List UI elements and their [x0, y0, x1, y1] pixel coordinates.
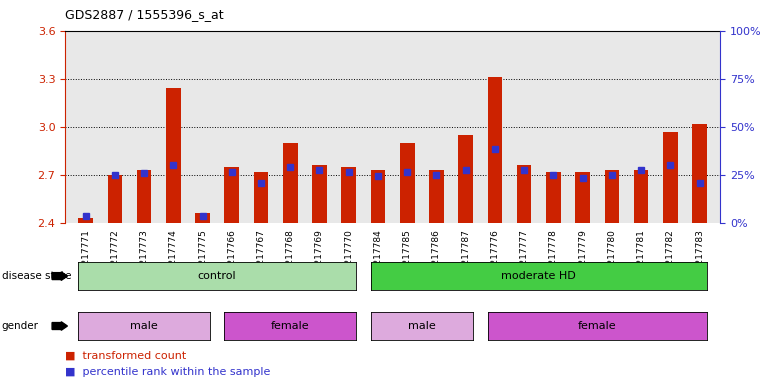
Text: ■  percentile rank within the sample: ■ percentile rank within the sample: [65, 367, 270, 377]
Bar: [575, 172, 590, 223]
Text: male: male: [408, 321, 436, 331]
Bar: [107, 175, 122, 223]
Bar: [692, 124, 707, 223]
Text: moderate HD: moderate HD: [502, 271, 576, 281]
Bar: [224, 167, 239, 223]
Bar: [371, 170, 385, 223]
Text: control: control: [198, 271, 237, 281]
Bar: [429, 170, 444, 223]
Bar: [488, 77, 502, 223]
Bar: [604, 170, 619, 223]
Bar: [137, 170, 152, 223]
Text: disease state: disease state: [2, 271, 71, 281]
Text: male: male: [130, 321, 158, 331]
Bar: [400, 143, 414, 223]
Text: ■  transformed count: ■ transformed count: [65, 350, 186, 360]
Bar: [546, 172, 561, 223]
Bar: [195, 213, 210, 223]
Bar: [633, 170, 648, 223]
Bar: [166, 88, 181, 223]
Bar: [342, 167, 356, 223]
Bar: [663, 131, 678, 223]
Bar: [458, 135, 473, 223]
Bar: [517, 165, 532, 223]
Text: gender: gender: [2, 321, 38, 331]
Bar: [313, 165, 327, 223]
Text: female: female: [578, 321, 617, 331]
Bar: [283, 143, 297, 223]
Text: female: female: [271, 321, 309, 331]
Text: GDS2887 / 1555396_s_at: GDS2887 / 1555396_s_at: [65, 8, 224, 21]
Bar: [254, 172, 268, 223]
Bar: [78, 218, 93, 223]
